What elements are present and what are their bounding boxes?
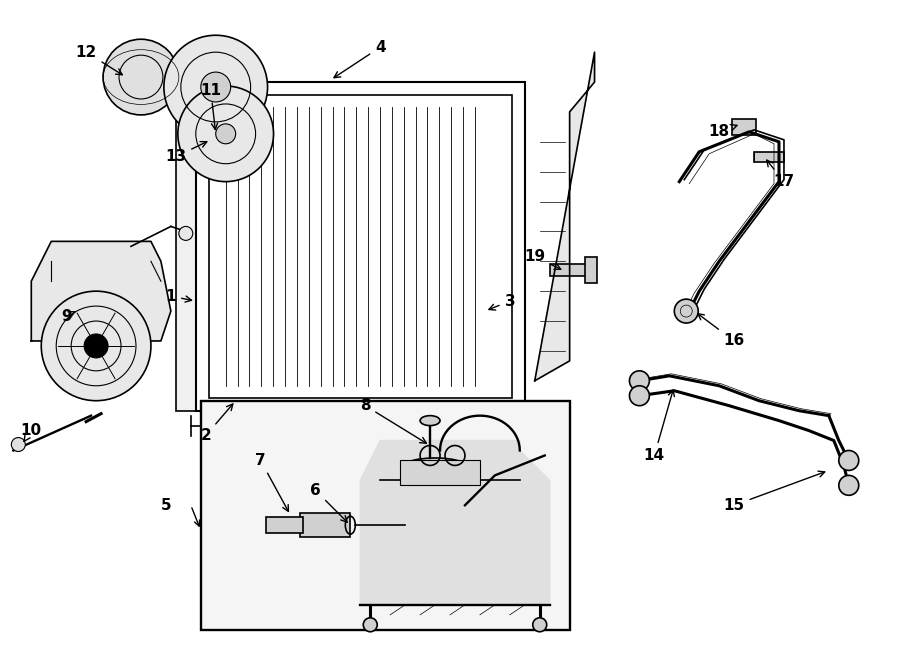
Circle shape	[629, 371, 650, 391]
Text: 1: 1	[166, 289, 192, 303]
Bar	[585, 257, 597, 283]
Circle shape	[164, 35, 267, 139]
Text: 18: 18	[708, 124, 737, 139]
Polygon shape	[535, 52, 595, 381]
Bar	[405, 465, 465, 585]
Text: 2: 2	[201, 404, 233, 443]
Circle shape	[179, 227, 193, 241]
Circle shape	[839, 475, 859, 495]
Circle shape	[674, 299, 698, 323]
Text: 3: 3	[489, 293, 515, 310]
Circle shape	[629, 386, 650, 406]
Bar	[209, 95, 512, 398]
Bar	[176, 82, 196, 410]
Text: 4: 4	[334, 40, 385, 78]
Text: 5: 5	[160, 498, 171, 513]
Text: 16: 16	[698, 314, 744, 348]
Ellipse shape	[420, 416, 440, 426]
Circle shape	[216, 124, 236, 144]
Text: 12: 12	[76, 45, 122, 75]
Circle shape	[839, 451, 859, 471]
Ellipse shape	[405, 458, 465, 473]
Circle shape	[84, 334, 108, 358]
Polygon shape	[360, 440, 550, 605]
Text: 15: 15	[724, 471, 824, 513]
Bar	[400, 461, 480, 485]
Text: 17: 17	[767, 160, 795, 189]
Circle shape	[364, 618, 377, 632]
Bar	[550, 264, 590, 276]
Text: 14: 14	[644, 390, 674, 463]
Bar	[732, 119, 756, 135]
Text: 8: 8	[360, 398, 427, 444]
Circle shape	[178, 86, 274, 182]
Text: 10: 10	[21, 423, 42, 442]
Bar	[201, 401, 570, 630]
Text: 11: 11	[200, 83, 221, 130]
Circle shape	[201, 72, 230, 102]
Polygon shape	[32, 241, 171, 341]
Bar	[266, 517, 303, 533]
Circle shape	[12, 438, 25, 451]
Bar	[196, 82, 525, 410]
Text: 7: 7	[256, 453, 288, 512]
Bar	[301, 513, 350, 537]
Bar	[754, 152, 784, 162]
Text: 9: 9	[61, 309, 75, 324]
Circle shape	[533, 618, 546, 632]
Text: 19: 19	[524, 249, 561, 269]
Circle shape	[104, 39, 179, 115]
Text: 13: 13	[166, 141, 207, 164]
Text: 6: 6	[310, 483, 347, 522]
Circle shape	[41, 291, 151, 401]
